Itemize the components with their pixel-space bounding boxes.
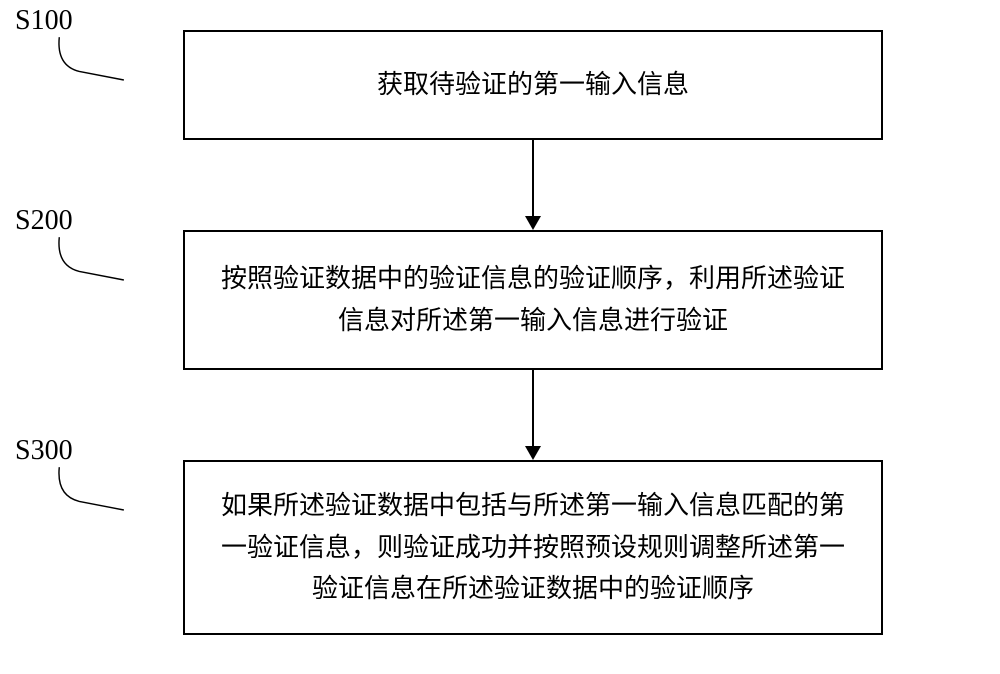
arrow-head-2: [525, 446, 541, 460]
connector-curve-s100: [45, 30, 125, 90]
flowchart-container: S100 获取待验证的第一输入信息 S200 按照验证数据中的验证信息的验证顺序…: [0, 0, 1000, 674]
connector-curve-s200: [45, 230, 125, 290]
arrow-head-1: [525, 216, 541, 230]
step-text-s200: 按照验证数据中的验证信息的验证顺序，利用所述验证信息对所述第一输入信息进行验证: [210, 258, 856, 341]
connector-curve-s300: [45, 460, 125, 520]
step-box-s300: 如果所述验证数据中包括与所述第一输入信息匹配的第一验证信息，则验证成功并按照预设…: [183, 460, 883, 635]
step-text-s100: 获取待验证的第一输入信息: [377, 64, 689, 106]
arrow-line-2: [532, 370, 534, 446]
step-text-s300: 如果所述验证数据中包括与所述第一输入信息匹配的第一验证信息，则验证成功并按照预设…: [210, 485, 856, 610]
step-box-s100: 获取待验证的第一输入信息: [183, 30, 883, 140]
arrow-line-1: [532, 140, 534, 216]
step-box-s200: 按照验证数据中的验证信息的验证顺序，利用所述验证信息对所述第一输入信息进行验证: [183, 230, 883, 370]
